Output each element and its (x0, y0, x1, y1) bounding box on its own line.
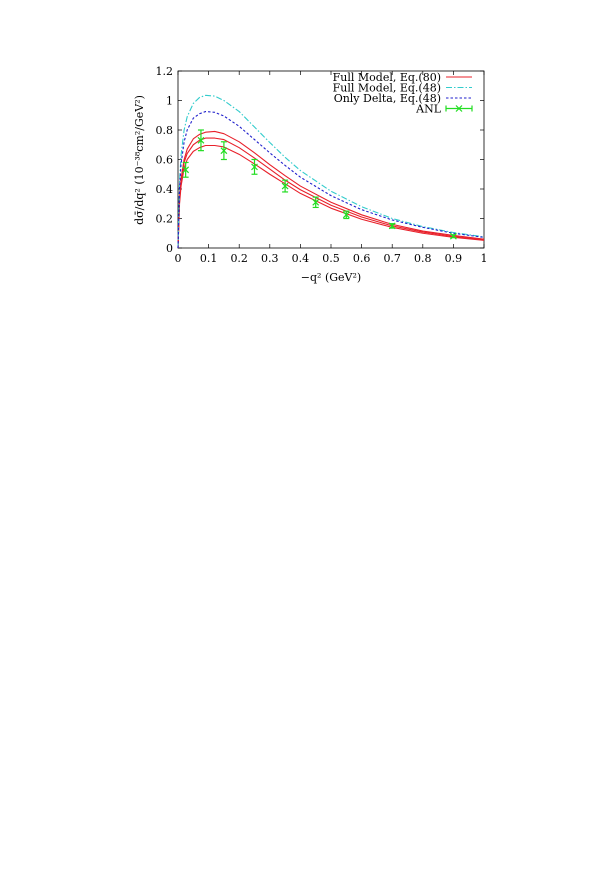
series-line-4 (177, 94, 485, 249)
x-tick-label: 1 (481, 252, 488, 265)
anl-point (449, 232, 457, 240)
point-marker (197, 136, 205, 144)
point-marker (220, 147, 228, 155)
x-tick-label: 0.8 (414, 252, 432, 265)
x-tick-label: 0.9 (445, 252, 463, 265)
y-tick-label: 1.2 (156, 65, 174, 78)
series-lines (177, 94, 485, 249)
point-marker (449, 232, 457, 240)
legend-swatch-marker (455, 105, 463, 112)
series-line-1 (177, 130, 485, 249)
legend-label: ANL (415, 103, 442, 116)
x-axis-label: −q² (GeV²) (301, 271, 361, 284)
legend-label: Full Model, Eq.(48) (333, 82, 441, 95)
anl-point (197, 129, 205, 152)
x-tick-label: 0.1 (200, 252, 218, 265)
point-marker (312, 198, 320, 206)
x-tick-label: 0.5 (322, 252, 340, 265)
x-tick-label: 0.6 (353, 252, 371, 265)
point-marker (182, 166, 190, 174)
anl-point (220, 141, 228, 161)
anl-point (312, 196, 320, 209)
legend-label: Only Delta, Eq.(48) (334, 92, 441, 105)
y-tick-label: 1 (166, 95, 173, 108)
y-tick-label: 0 (166, 242, 173, 255)
y-tick-label: 0.4 (156, 183, 174, 196)
x-tick-label: 0.2 (230, 252, 248, 265)
anl-point (388, 222, 396, 230)
series-line-5 (177, 111, 485, 249)
anl-points (182, 129, 457, 240)
anl-point (182, 161, 190, 178)
point-marker (388, 222, 396, 230)
point-marker (281, 182, 289, 190)
legend: Full Model, Eq.(80)Full Model, Eq.(48)On… (333, 71, 473, 116)
point-marker (342, 211, 350, 219)
point-marker (251, 163, 258, 171)
series-line-2 (177, 137, 485, 249)
y-axis-label: dσ̄/dq² (10⁻³⁸cm²/GeV²) (133, 95, 146, 225)
x-tick-label: 0.3 (261, 252, 279, 265)
anl-point (342, 210, 350, 220)
anl-point (251, 158, 258, 175)
series-line-3 (177, 144, 485, 249)
x-tick-label: 0 (175, 252, 182, 265)
legend-label: Full Model, Eq.(80) (333, 71, 441, 84)
y-tick-label: 0.6 (156, 154, 174, 167)
x-tick-label: 0.7 (383, 252, 401, 265)
axis-ticks: 0 0.1 0.2 0.3 0.4 0.5 0.6 0.7 0.8 0.9 1 0 0.2 0.4 0.6 0… (156, 65, 488, 265)
x-tick-label: 0.4 (292, 252, 310, 265)
y-tick-label: 0.8 (156, 124, 174, 137)
y-tick-label: 0.2 (156, 213, 174, 226)
anl-point (281, 179, 289, 193)
